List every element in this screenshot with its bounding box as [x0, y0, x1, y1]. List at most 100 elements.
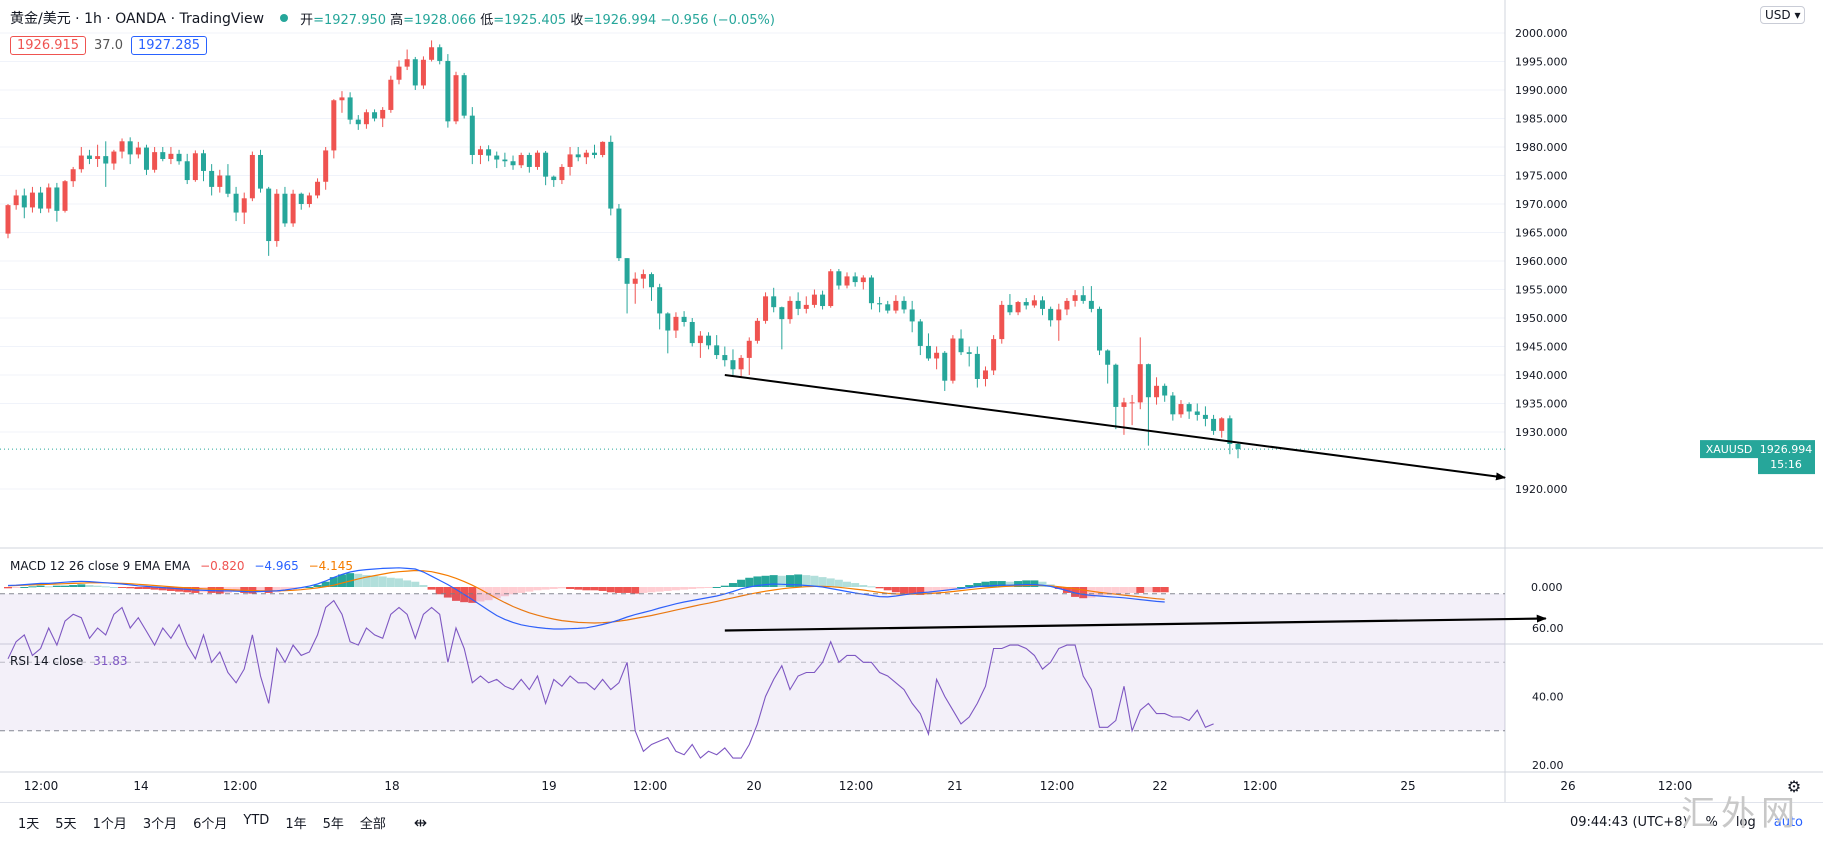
candle-body-42	[347, 97, 353, 120]
candle-body-72	[591, 152, 597, 155]
macd-hist-bar-11	[93, 585, 102, 587]
macd-tick-label-0: 0.000	[1531, 581, 1563, 594]
candle-body-24	[200, 153, 206, 171]
timeframe-7[interactable]: 5年	[322, 817, 344, 832]
candle-body-44	[363, 112, 369, 125]
bid-price[interactable]: 1926.915	[10, 36, 87, 55]
candle-body-121	[991, 339, 997, 371]
candle-body-77	[632, 278, 638, 284]
candle-body-132	[1080, 295, 1086, 301]
macd-hist-bar-45	[370, 575, 379, 587]
macd-hist-bar-133	[1087, 587, 1096, 598]
candle-body-7	[62, 181, 68, 211]
timeframe-6[interactable]: 1年	[285, 817, 307, 832]
macd-hist-bar-65	[533, 587, 542, 591]
macd-hist-bar-34	[280, 587, 289, 591]
macd-hist-bar-125	[1022, 580, 1031, 587]
macd-hist-bar-104	[851, 583, 860, 587]
candle-body-10	[86, 155, 92, 159]
price-pane[interactable]	[0, 40, 1505, 459]
macd-hist-bar-47	[386, 577, 395, 587]
candle-body-54	[445, 60, 451, 122]
macd-hist-bar-121	[989, 581, 998, 587]
price-tick-label-3: 1985.000	[1515, 113, 1568, 126]
candle-body-117	[958, 338, 964, 353]
macd-hist-bar-137	[1119, 587, 1128, 594]
candle-body-101	[828, 271, 834, 307]
candle-body-51	[420, 59, 426, 86]
macd-hist-bar-19	[158, 587, 167, 591]
currency-button[interactable]: USD ▾	[1760, 6, 1806, 24]
candle-body-78	[640, 274, 646, 279]
chart-canvas[interactable]: 2000.000 1995.000 1990.000 1985.000 1980.000…	[0, 0, 1823, 802]
price-tick-label-10: 1950.000	[1515, 312, 1568, 325]
rsi-value: 31.83	[93, 654, 128, 668]
log-toggle[interactable]: log	[1735, 815, 1756, 830]
time-tick-label-3: 18	[384, 779, 399, 793]
candle-body-138	[1129, 402, 1135, 404]
candle-body-134	[1097, 308, 1103, 351]
ask-price[interactable]: 1927.285	[130, 36, 208, 55]
date-range-icon[interactable]: ⇹	[413, 813, 428, 832]
auto-toggle[interactable]: auto	[1773, 815, 1803, 830]
candle-body-133	[1088, 300, 1094, 309]
candle-body-58	[477, 149, 483, 155]
candle-body-95	[779, 307, 785, 320]
timeframe-0[interactable]: 1天	[18, 817, 40, 832]
candle-body-85	[697, 335, 703, 344]
candle-body-73	[600, 141, 606, 155]
candle-body-19	[160, 152, 166, 159]
timeframe-1[interactable]: 5天	[55, 817, 77, 832]
macd-hist-bar-15	[126, 587, 135, 589]
candle-body-123	[1007, 304, 1013, 313]
price-tick-label-13: 1935.000	[1515, 398, 1568, 411]
macd-hist-bar-107	[875, 587, 884, 589]
macd-hist-bar-60	[492, 587, 501, 599]
macd-hist-bar-41	[337, 574, 346, 587]
candle-body-61	[502, 159, 508, 162]
candle-body-112	[917, 321, 923, 346]
macd-hist-bar-117	[957, 587, 966, 588]
macd-pane[interactable]	[4, 567, 1169, 630]
candle-body-111	[909, 309, 915, 322]
candle-body-35	[290, 193, 296, 224]
timeframe-2[interactable]: 1个月	[92, 817, 127, 832]
time-tick-label-5: 12:00	[633, 779, 668, 793]
price-tick-label-7: 1965.000	[1515, 227, 1568, 240]
percent-toggle[interactable]: %	[1705, 815, 1718, 830]
timeframe-5[interactable]: YTD	[243, 813, 270, 828]
candle-body-53	[437, 47, 443, 61]
candle-body-94	[771, 296, 777, 308]
price-tick-label-2: 1990.000	[1515, 84, 1568, 97]
macd-hist-bar-81	[663, 587, 672, 591]
candle-body-3	[29, 192, 35, 208]
candle-body-110	[901, 300, 907, 310]
timeframe-8[interactable]: 全部	[359, 817, 386, 832]
macd-hist-bar-25	[207, 587, 216, 593]
macd-hist-bar-0	[4, 587, 12, 589]
macd-hist-bar-75	[614, 587, 623, 593]
watermark: 汇外网	[1681, 794, 1801, 834]
candle-body-67	[551, 176, 557, 181]
candle-body-46	[380, 109, 386, 119]
macd-hist-bar-9	[77, 584, 86, 587]
timeframe-3[interactable]: 3个月	[142, 817, 178, 832]
candle-body-13	[111, 151, 117, 164]
candle-body-52	[429, 47, 435, 60]
candle-body-150	[1227, 418, 1233, 444]
macd-hist-bar-140	[1144, 587, 1153, 593]
macd-hist-bar-83	[680, 587, 689, 590]
macd-line	[7, 567, 1165, 630]
macd-hist-bar-109	[891, 587, 900, 593]
macd-hist-bar-54	[443, 587, 452, 598]
time-tick-label-10: 22	[1152, 779, 1167, 793]
symbol-title[interactable]: 黄金/美元 · 1h · OANDA · TradingView	[10, 11, 265, 27]
time-tick-label-8: 21	[947, 779, 962, 793]
macd-hist-bar-138	[1128, 587, 1137, 593]
candle-body-113	[925, 345, 931, 359]
candle-body-105	[860, 277, 866, 283]
rsi-pane[interactable]	[0, 593, 1505, 759]
timeframe-4[interactable]: 6个月	[193, 817, 228, 832]
bid-ask-badges: 1926.915 37.0 1927.285	[10, 36, 208, 55]
clock[interactable]: 09:44:43 (UTC+8)	[1569, 815, 1688, 830]
